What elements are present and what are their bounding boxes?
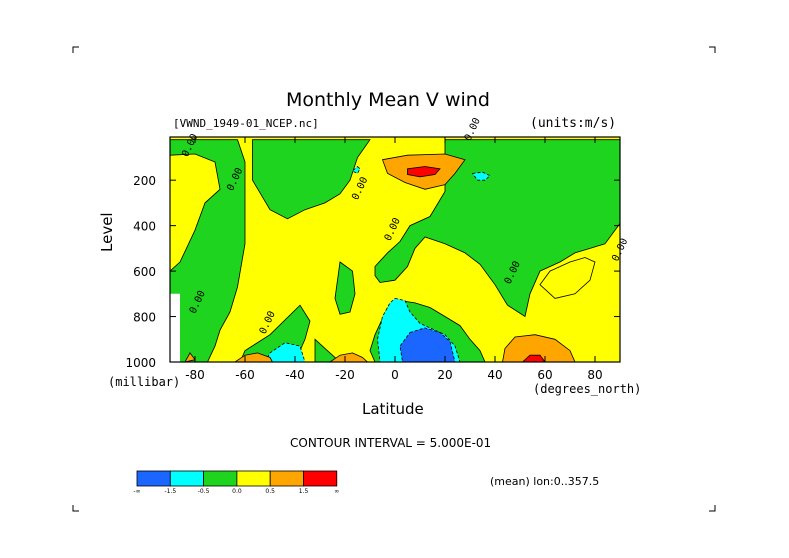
colorbar-swatch-5 — [303, 470, 338, 487]
contour-region-1 — [170, 153, 221, 272]
plot-area — [170, 137, 620, 362]
crop-mark-bottom-right — [709, 505, 716, 512]
x-tick-label-4: 0 — [391, 368, 399, 382]
contour-region-10 — [471, 171, 491, 181]
colorbar-label-1: -1.5 — [164, 488, 176, 495]
dataset-label: [VWND_1949-01_NCEP.nc] — [173, 117, 319, 130]
x-tick-label-0: -80 — [185, 368, 205, 382]
y-tick-label-0: 200 — [133, 174, 156, 188]
crop-mark-top-left — [72, 46, 79, 53]
contour-region-19 — [329, 352, 369, 362]
colorbar-label-4: 0.5 — [265, 488, 275, 495]
y-tick-label-4: 1000 — [125, 356, 156, 370]
plot-title: Monthly Mean V wind — [286, 89, 490, 111]
x-tick-label-5: 20 — [437, 368, 452, 382]
contour-region-2 — [252, 139, 371, 220]
crop-mark-top-right — [709, 46, 716, 53]
y-tick-label-2: 600 — [133, 265, 156, 279]
y-tick-label-1: 400 — [133, 220, 156, 234]
colorbar-label-5: 1.5 — [299, 488, 309, 495]
colorbar-label-0: -∞ — [133, 488, 140, 495]
contour-region-9 — [351, 165, 361, 174]
x-axis-label: Latitude — [362, 400, 424, 418]
x-tick-label-2: -40 — [285, 368, 305, 382]
contour-region-7 — [374, 139, 620, 318]
units-label: (units:m/s) — [530, 116, 617, 131]
contour-interval-label: CONTOUR INTERVAL = 5.000E-01 — [290, 436, 492, 450]
y-axis-unit: (millibar) — [108, 375, 181, 389]
colorbar-label-3: 0.0 — [232, 488, 242, 495]
x-tick-label-8: 80 — [587, 368, 602, 382]
contour-region-15 — [407, 166, 441, 178]
x-tick-label-7: 60 — [537, 368, 552, 382]
colorbar-label-6: ∞ — [334, 488, 339, 495]
contour-region-8 — [539, 257, 596, 299]
y-tick-label-3: 800 — [133, 311, 156, 325]
contour-region-5 — [314, 338, 341, 362]
crop-mark-bottom-left — [72, 505, 79, 512]
contour-region-20 — [184, 352, 196, 362]
contour-region-18 — [234, 352, 273, 362]
contour-region-16 — [502, 334, 576, 362]
x-tick-label-6: 40 — [487, 368, 502, 382]
x-tick-label-1: -60 — [235, 368, 255, 382]
contour-region-17 — [521, 354, 546, 362]
averaging-label: (mean) lon:0..357.5 — [490, 475, 600, 488]
contour-region-3 — [334, 261, 356, 315]
missing-data-region — [170, 293, 180, 362]
colorbar-label-2: -0.5 — [198, 488, 210, 495]
contour-region-13 — [399, 327, 456, 362]
x-tick-label-3: -20 — [335, 368, 355, 382]
x-axis-unit: (degrees_north) — [533, 382, 642, 396]
